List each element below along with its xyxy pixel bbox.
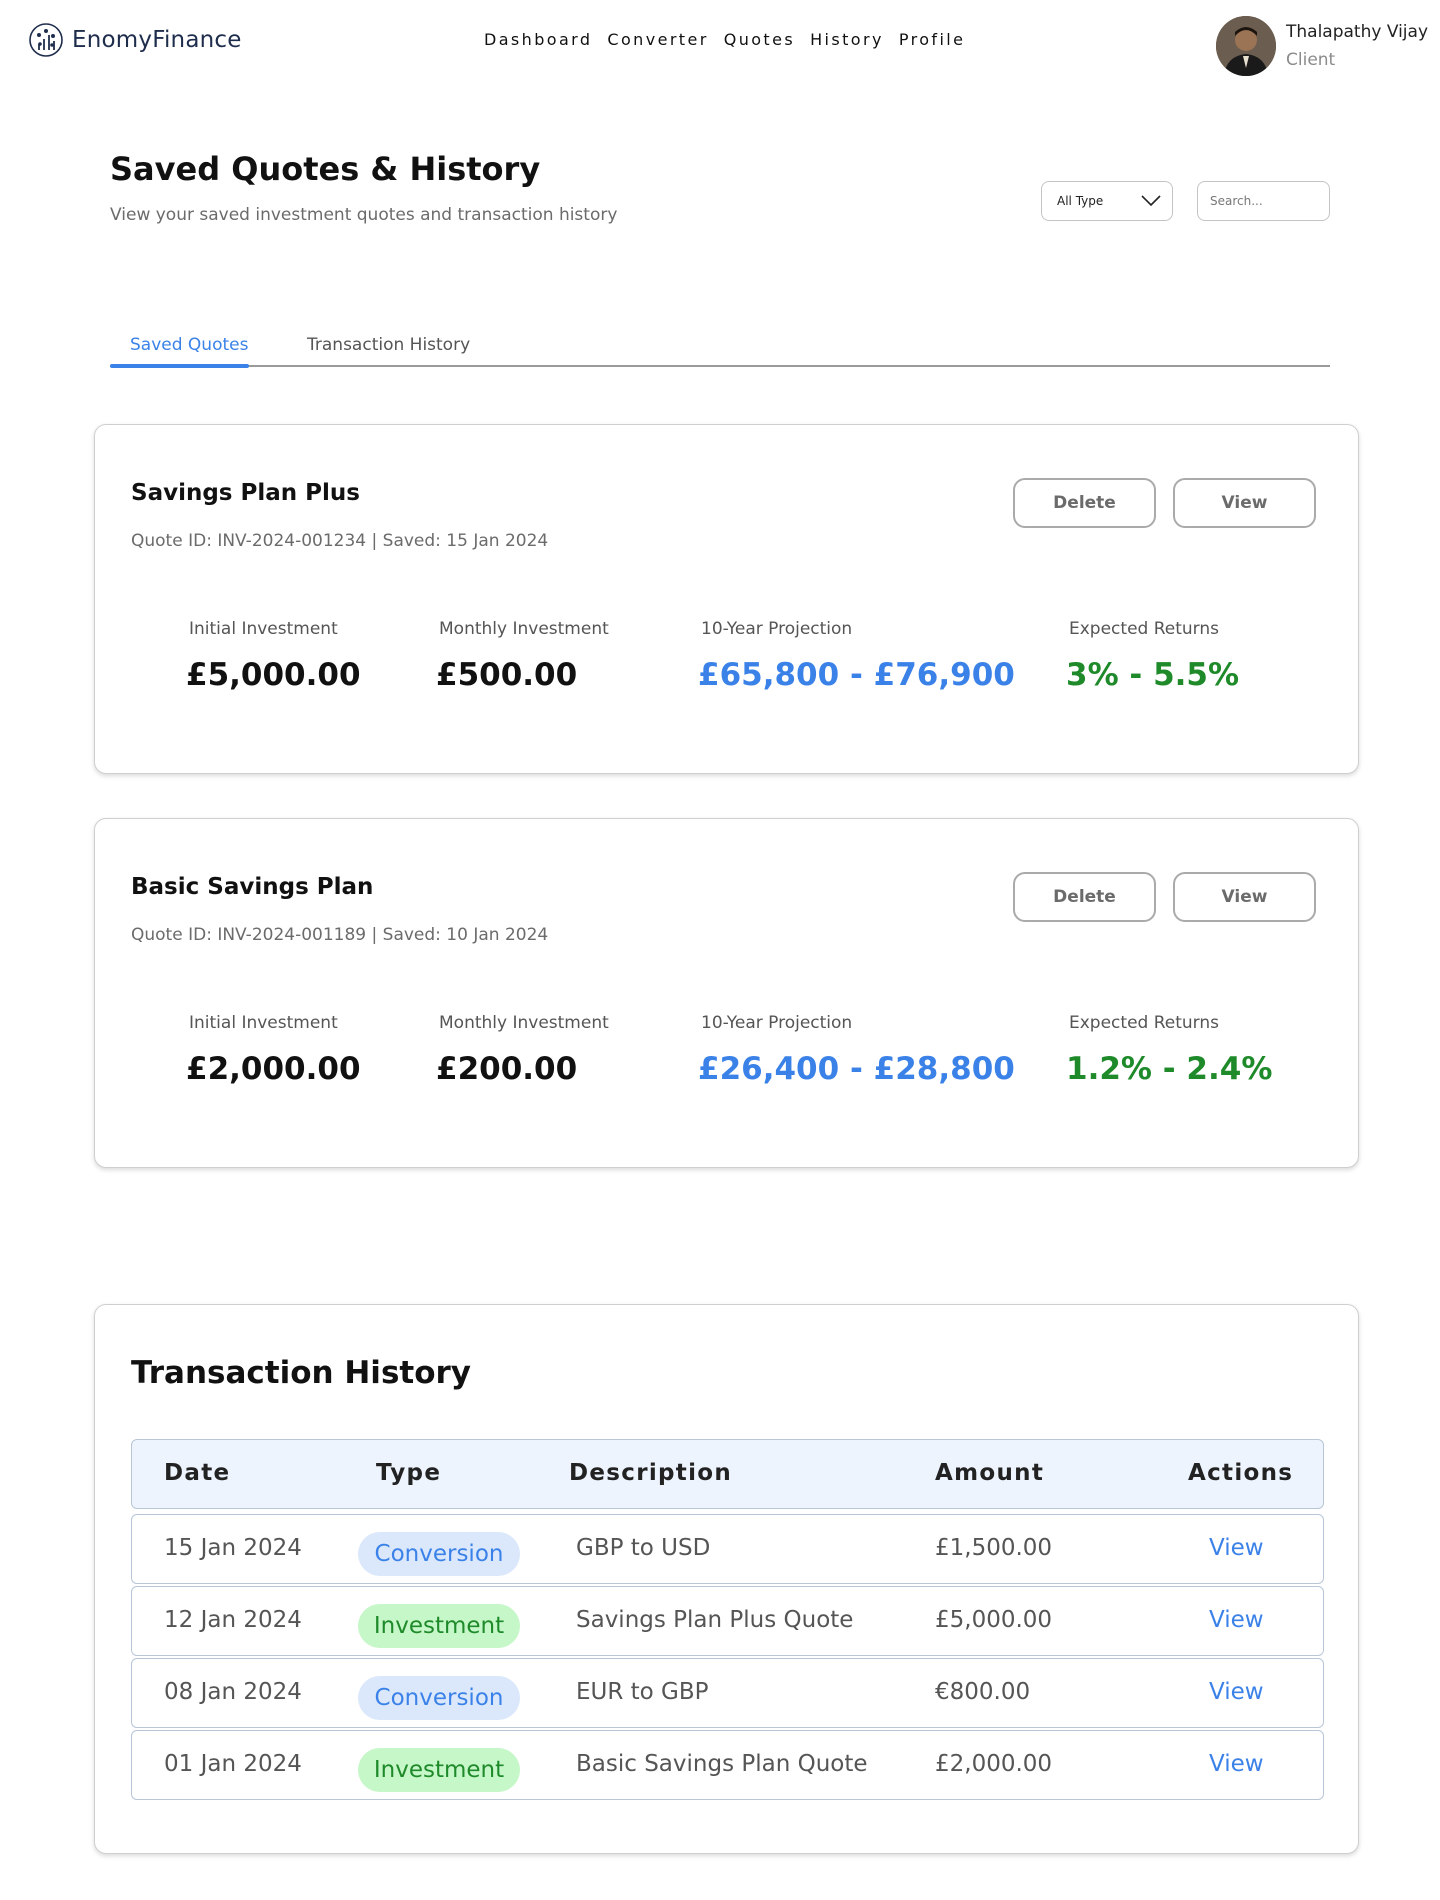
nav-profile[interactable]: Profile <box>898 30 966 49</box>
initial-investment-value: £2,000.00 <box>186 1051 361 1087</box>
page-subtitle: View your saved investment quotes and tr… <box>110 205 618 225</box>
table-row: 01 Jan 2024 Investment Basic Savings Pla… <box>131 1730 1324 1800</box>
nav-quotes[interactable]: Quotes <box>723 30 796 49</box>
monthly-investment-label: Monthly Investment <box>439 619 609 639</box>
row-view-link[interactable]: View <box>1209 1607 1264 1633</box>
quote-title: Basic Savings Plan <box>131 874 374 900</box>
expected-returns-value: 3% - 5.5% <box>1066 657 1240 693</box>
view-quote-button[interactable]: View <box>1173 872 1316 922</box>
initial-investment-label: Initial Investment <box>189 1013 338 1033</box>
initial-investment-value: £5,000.00 <box>186 657 361 693</box>
main-nav: Dashboard Converter Quotes History Profi… <box>484 30 965 49</box>
user-role: Client <box>1286 50 1336 70</box>
transaction-history-title: Transaction History <box>131 1355 472 1391</box>
column-actions: Actions <box>1188 1460 1294 1486</box>
row-amount: €800.00 <box>935 1679 1031 1705</box>
projection-value: £65,800 - £76,900 <box>698 657 1015 693</box>
table-row: 12 Jan 2024 Investment Savings Plan Plus… <box>131 1586 1324 1656</box>
row-amount: £5,000.00 <box>935 1607 1053 1633</box>
projection-label: 10-Year Projection <box>701 619 853 639</box>
projection-value: £26,400 - £28,800 <box>698 1051 1015 1087</box>
tab-saved-quotes[interactable]: Saved Quotes <box>130 335 249 355</box>
user-name: Thalapathy Vijay <box>1286 22 1429 42</box>
logo-icon <box>29 23 63 57</box>
search-input[interactable] <box>1197 181 1330 221</box>
type-badge: Investment <box>358 1604 520 1648</box>
monthly-investment-value: £200.00 <box>436 1051 578 1087</box>
nav-history[interactable]: History <box>810 30 884 49</box>
row-date: 12 Jan 2024 <box>164 1607 302 1633</box>
row-description: Savings Plan Plus Quote <box>576 1607 854 1633</box>
tab-transaction-history[interactable]: Transaction History <box>307 335 471 355</box>
type-filter-value: All Type <box>1057 194 1104 208</box>
transaction-history-card: Transaction History Date Type Descriptio… <box>94 1304 1359 1854</box>
monthly-investment-value: £500.00 <box>436 657 578 693</box>
initial-investment-label: Initial Investment <box>189 619 338 639</box>
delete-quote-button[interactable]: Delete <box>1013 872 1156 922</box>
row-description: EUR to GBP <box>576 1679 709 1705</box>
column-description: Description <box>569 1460 733 1486</box>
monthly-investment-label: Monthly Investment <box>439 1013 609 1033</box>
type-filter-select[interactable]: All Type <box>1041 181 1173 221</box>
quote-card: Savings Plan Plus Quote ID: INV-2024-001… <box>94 424 1359 774</box>
app-name: EnomyFinance <box>72 27 242 53</box>
expected-returns-value: 1.2% - 2.4% <box>1066 1051 1273 1087</box>
user-profile[interactable]: Thalapathy Vijay Client <box>1216 16 1428 76</box>
row-amount: £1,500.00 <box>935 1535 1053 1561</box>
active-tab-indicator <box>110 364 249 368</box>
column-amount: Amount <box>935 1460 1045 1486</box>
type-badge: Conversion <box>358 1532 520 1576</box>
row-view-link[interactable]: View <box>1209 1751 1264 1777</box>
expected-returns-label: Expected Returns <box>1069 619 1219 639</box>
table-header: Date Type Description Amount Actions <box>131 1439 1324 1509</box>
quote-meta: Quote ID: INV-2024-001189 | Saved: 10 Ja… <box>131 925 549 945</box>
nav-dashboard[interactable]: Dashboard <box>484 30 593 49</box>
chevron-down-icon <box>1141 195 1161 207</box>
row-amount: £2,000.00 <box>935 1751 1053 1777</box>
tab-bar: Saved Quotes Transaction History <box>110 331 1330 368</box>
app-logo[interactable]: EnomyFinance <box>28 22 242 58</box>
type-badge: Investment <box>358 1748 520 1792</box>
row-view-link[interactable]: View <box>1209 1679 1264 1705</box>
quote-meta: Quote ID: INV-2024-001234 | Saved: 15 Ja… <box>131 531 549 551</box>
row-description: GBP to USD <box>576 1535 711 1561</box>
row-date: 01 Jan 2024 <box>164 1751 302 1777</box>
quote-title: Savings Plan Plus <box>131 480 360 506</box>
user-portrait-icon <box>1216 16 1276 76</box>
row-date: 08 Jan 2024 <box>164 1679 302 1705</box>
projection-label: 10-Year Projection <box>701 1013 853 1033</box>
column-date: Date <box>164 1460 231 1486</box>
expected-returns-label: Expected Returns <box>1069 1013 1219 1033</box>
table-row: 15 Jan 2024 Conversion GBP to USD £1,500… <box>131 1514 1324 1584</box>
delete-quote-button[interactable]: Delete <box>1013 478 1156 528</box>
row-date: 15 Jan 2024 <box>164 1535 302 1561</box>
nav-converter[interactable]: Converter <box>607 30 709 49</box>
row-description: Basic Savings Plan Quote <box>576 1751 868 1777</box>
table-row: 08 Jan 2024 Conversion EUR to GBP €800.0… <box>131 1658 1324 1728</box>
avatar[interactable] <box>1216 16 1276 76</box>
type-badge: Conversion <box>358 1676 520 1720</box>
row-view-link[interactable]: View <box>1209 1535 1264 1561</box>
quote-card: Basic Savings Plan Quote ID: INV-2024-00… <box>94 818 1359 1168</box>
view-quote-button[interactable]: View <box>1173 478 1316 528</box>
column-type: Type <box>376 1460 442 1486</box>
page-title: Saved Quotes & History <box>110 150 541 188</box>
